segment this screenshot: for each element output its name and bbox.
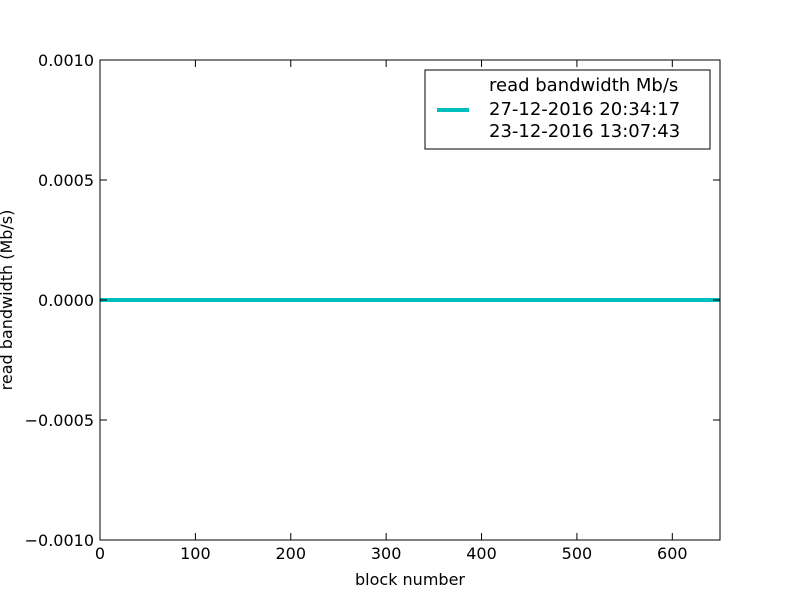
x-tick-label: 200 [275,544,306,563]
x-tick-label: 100 [180,544,211,563]
x-tick-label: 600 [657,544,688,563]
legend-label-title: read bandwidth Mb/s [489,75,678,96]
y-tick-label: 0.0000 [38,291,94,310]
legend-label-date-2: 23-12-2016 13:07:43 [489,121,680,142]
ticks-layer: 0 100 200 300 400 500 600 0.0010 0.0005 0.0000 −0.… [25,51,720,563]
legend-label-date-1: 27-12-2016 20:34:17 [489,99,680,120]
legend-box [424,69,711,150]
x-tick-label: 0 [95,544,105,563]
y-tick-label: 0.0010 [38,51,94,70]
legend: read bandwidth Mb/s 27-12-2016 20:34:17 … [424,69,711,150]
y-tick-label: −0.0010 [25,531,94,550]
y-tick-label: 0.0005 [38,171,94,190]
x-tick-label: 500 [562,544,593,563]
x-tick-label: 400 [466,544,497,563]
x-axis-label: block number [355,570,465,589]
y-axis-label: read bandwidth (Mb/s) [0,210,16,391]
y-tick-label: −0.0005 [25,411,94,430]
x-tick-label: 300 [371,544,402,563]
